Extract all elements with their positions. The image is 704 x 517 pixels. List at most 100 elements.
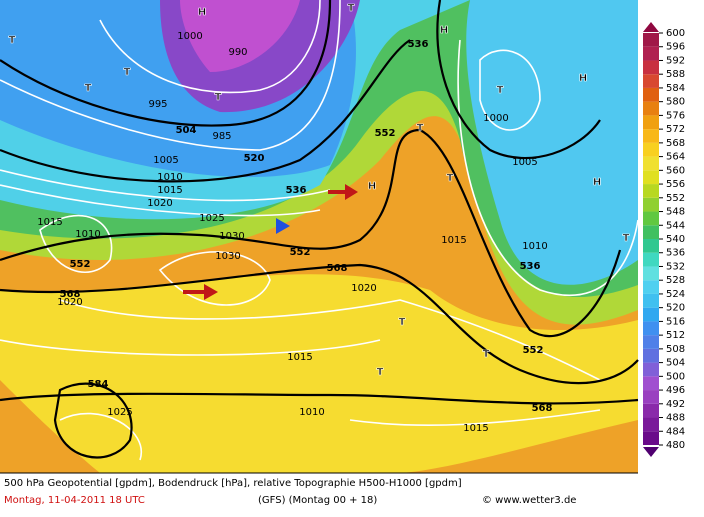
contour-label: 1015 — [37, 217, 62, 228]
colorbar-bin — [643, 280, 659, 294]
colorbar-tick-label: 548 — [666, 207, 685, 218]
colorbar-bin — [643, 197, 659, 212]
contour-label: 1015 — [157, 185, 182, 196]
colorbar-bin — [643, 431, 659, 445]
colorbar-tick-label: 568 — [666, 138, 685, 149]
colorbar-tick-label: 496 — [666, 385, 685, 396]
contour-label: 1030 — [215, 251, 240, 262]
contour-label: 552 — [290, 247, 311, 258]
colorbar-tick-label: 588 — [666, 69, 685, 80]
colorbar-tick-label: 520 — [666, 303, 685, 314]
colorbar-tick-label: 524 — [666, 289, 685, 300]
pressure-center: T — [623, 233, 630, 244]
colorbar-bin — [643, 46, 659, 61]
colorbar-tick-label: 552 — [666, 193, 685, 204]
pressure-center: T — [9, 35, 16, 46]
colorbar: 480 484 488 492 496 500 504 508 512 516 520 524 528 5… — [643, 22, 685, 457]
contour-label: 1015 — [463, 423, 488, 434]
colorbar-tick-label: 560 — [666, 165, 685, 176]
colorbar-tick-label: 556 — [666, 179, 685, 190]
colorbar-tick-label: 532 — [666, 261, 685, 272]
contour-label: 1000 — [483, 113, 508, 124]
colorbar-bin — [643, 293, 659, 308]
colorbar-bin — [643, 101, 659, 116]
height-contours — [0, 0, 639, 459]
colorbar-tick-label: 484 — [666, 426, 685, 437]
colorbar-bin — [643, 376, 659, 391]
contour-label: 584 — [88, 379, 109, 390]
colorbar-tick-label: 596 — [666, 42, 685, 53]
contour-label: 1005 — [153, 155, 178, 166]
colorbar-bin — [643, 170, 659, 185]
contour-label: 536 — [408, 39, 429, 50]
contour-label: 520 — [244, 153, 265, 164]
footer-title: 500 hPa Geopotential [gpdm], Bodendruck … — [4, 478, 462, 489]
contour-label: 536 — [286, 185, 307, 196]
contour-label: 1015 — [441, 235, 466, 246]
pressure-center: T — [399, 317, 406, 328]
colorbar-bin — [643, 403, 659, 418]
contour-label: 1005 — [512, 157, 537, 168]
contour-label: 1020 — [351, 283, 376, 294]
footer-credit: © www.wetter3.de — [482, 495, 576, 506]
contour-label: 1010 — [157, 172, 182, 183]
colorbar-bin — [643, 33, 659, 47]
pressure-center: T — [377, 367, 384, 378]
pressure-center: T — [85, 83, 92, 94]
colorbar-bin — [643, 335, 659, 349]
pressure-center: T — [447, 173, 454, 184]
contour-label: 985 — [212, 131, 231, 142]
colorbar-bin — [643, 87, 659, 102]
contour-label: 1020 — [57, 297, 82, 308]
colorbar-tick-label: 500 — [666, 371, 685, 382]
colorbar-tick-label: 544 — [666, 220, 685, 231]
colorbar-bin — [643, 142, 659, 157]
colorbar-bin — [643, 115, 659, 130]
footer-date: Montag, 11-04-2011 18 UTC — [4, 495, 145, 506]
contour-label: 1030 — [219, 231, 244, 242]
colorbar-tick-label: 536 — [666, 248, 685, 259]
pressure-center: T — [483, 349, 490, 360]
pressure-center: T — [348, 3, 355, 14]
colorbar-bin — [643, 239, 659, 253]
colorbar-tick-label: 508 — [666, 344, 685, 355]
colorbar-tick-label: 512 — [666, 330, 685, 341]
contour-label: 1010 — [299, 407, 324, 418]
colorbar-bin — [643, 225, 659, 239]
contour-label: 568 — [60, 289, 81, 300]
contour-label: 1020 — [147, 198, 172, 209]
colorbar-bin — [643, 74, 659, 88]
colorbar-tick-label: 488 — [666, 413, 685, 424]
contour-label: 995 — [148, 99, 167, 110]
isobars — [0, 0, 601, 461]
contour-label: 990 — [228, 47, 247, 58]
contour-label: 1025 — [107, 407, 132, 418]
colorbar-bin — [643, 417, 659, 432]
map-labels: 504 520 536 552 568 584 552 568 552 568 536 536 552 1… — [8, 3, 630, 434]
contour-label: 552 — [70, 259, 91, 270]
pressure-center: T — [417, 123, 424, 134]
colorbar-tick-label: 504 — [666, 358, 685, 369]
pressure-center: T — [124, 67, 131, 78]
pressure-center: H — [368, 181, 376, 192]
pressure-center: T — [497, 85, 504, 96]
colorbar-bin — [643, 211, 659, 226]
contour-label: 1000 — [177, 31, 202, 42]
footer-run: (GFS) (Montag 00 + 18) — [258, 495, 377, 506]
colorbar-bin — [643, 348, 659, 363]
colorbar-tick-label: 528 — [666, 275, 685, 286]
colorbar-tick-label: 492 — [666, 399, 685, 410]
contour-label: 1025 — [199, 213, 224, 224]
colorbar-bin — [643, 307, 659, 322]
footer-bg — [0, 473, 704, 513]
colorbar-tick-label: 572 — [666, 124, 685, 135]
colorbar-bin — [643, 184, 659, 198]
pressure-center: H — [579, 73, 587, 84]
colorbar-tick-label: 600 — [666, 28, 685, 39]
arrows — [183, 184, 358, 300]
contour-label: 1010 — [75, 229, 100, 240]
colorbar-tick-label: 580 — [666, 97, 685, 108]
contour-label: 552 — [523, 345, 544, 356]
colorbar-tick-label: 480 — [666, 440, 685, 451]
